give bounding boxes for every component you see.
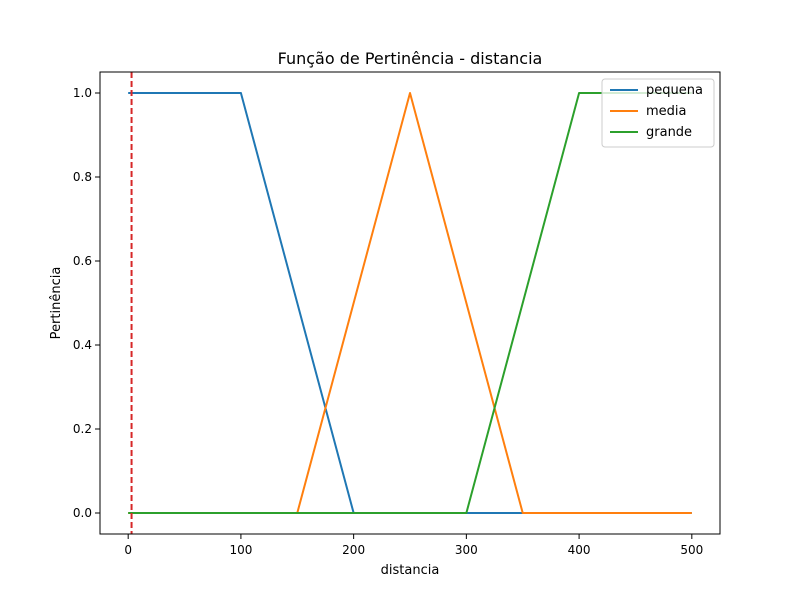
series-line-pequena (128, 92, 692, 514)
axes-frame (99, 71, 721, 535)
legend-label-media: media (646, 104, 687, 119)
y-tick-label: 0.4 (73, 338, 92, 352)
x-tick-label: 300 (455, 543, 478, 557)
x-tick-label: 100 (229, 543, 252, 557)
y-tick-label: 0.2 (73, 422, 92, 436)
x-tick-label: 500 (680, 543, 703, 557)
chart-title: Função de Pertinência - distancia (278, 49, 543, 68)
y-tick-label: 1.0 (73, 86, 92, 100)
x-tick-label: 400 (568, 543, 591, 557)
legend: pequena media grande (601, 78, 715, 148)
y-tick-label: 0.8 (73, 170, 92, 184)
y-axis-label: Pertinência (49, 267, 64, 340)
x-tick-label: 0 (124, 543, 132, 557)
legend-frame (601, 78, 715, 148)
legend-label-grande: grande (646, 125, 692, 140)
legend-label-pequena: pequena (646, 83, 703, 98)
x-tick-label: 200 (342, 543, 365, 557)
series-line-media (128, 92, 692, 514)
y-tick-label: 0.6 (73, 254, 92, 268)
series-line-grande (128, 92, 692, 514)
x-axis-label: distancia (381, 563, 440, 578)
plot-area: 0 100 200 300 400 500 0.0 0.2 0.4 0.6 0.8 1.0 (73, 71, 721, 557)
y-tick-label: 0.0 (73, 506, 92, 520)
